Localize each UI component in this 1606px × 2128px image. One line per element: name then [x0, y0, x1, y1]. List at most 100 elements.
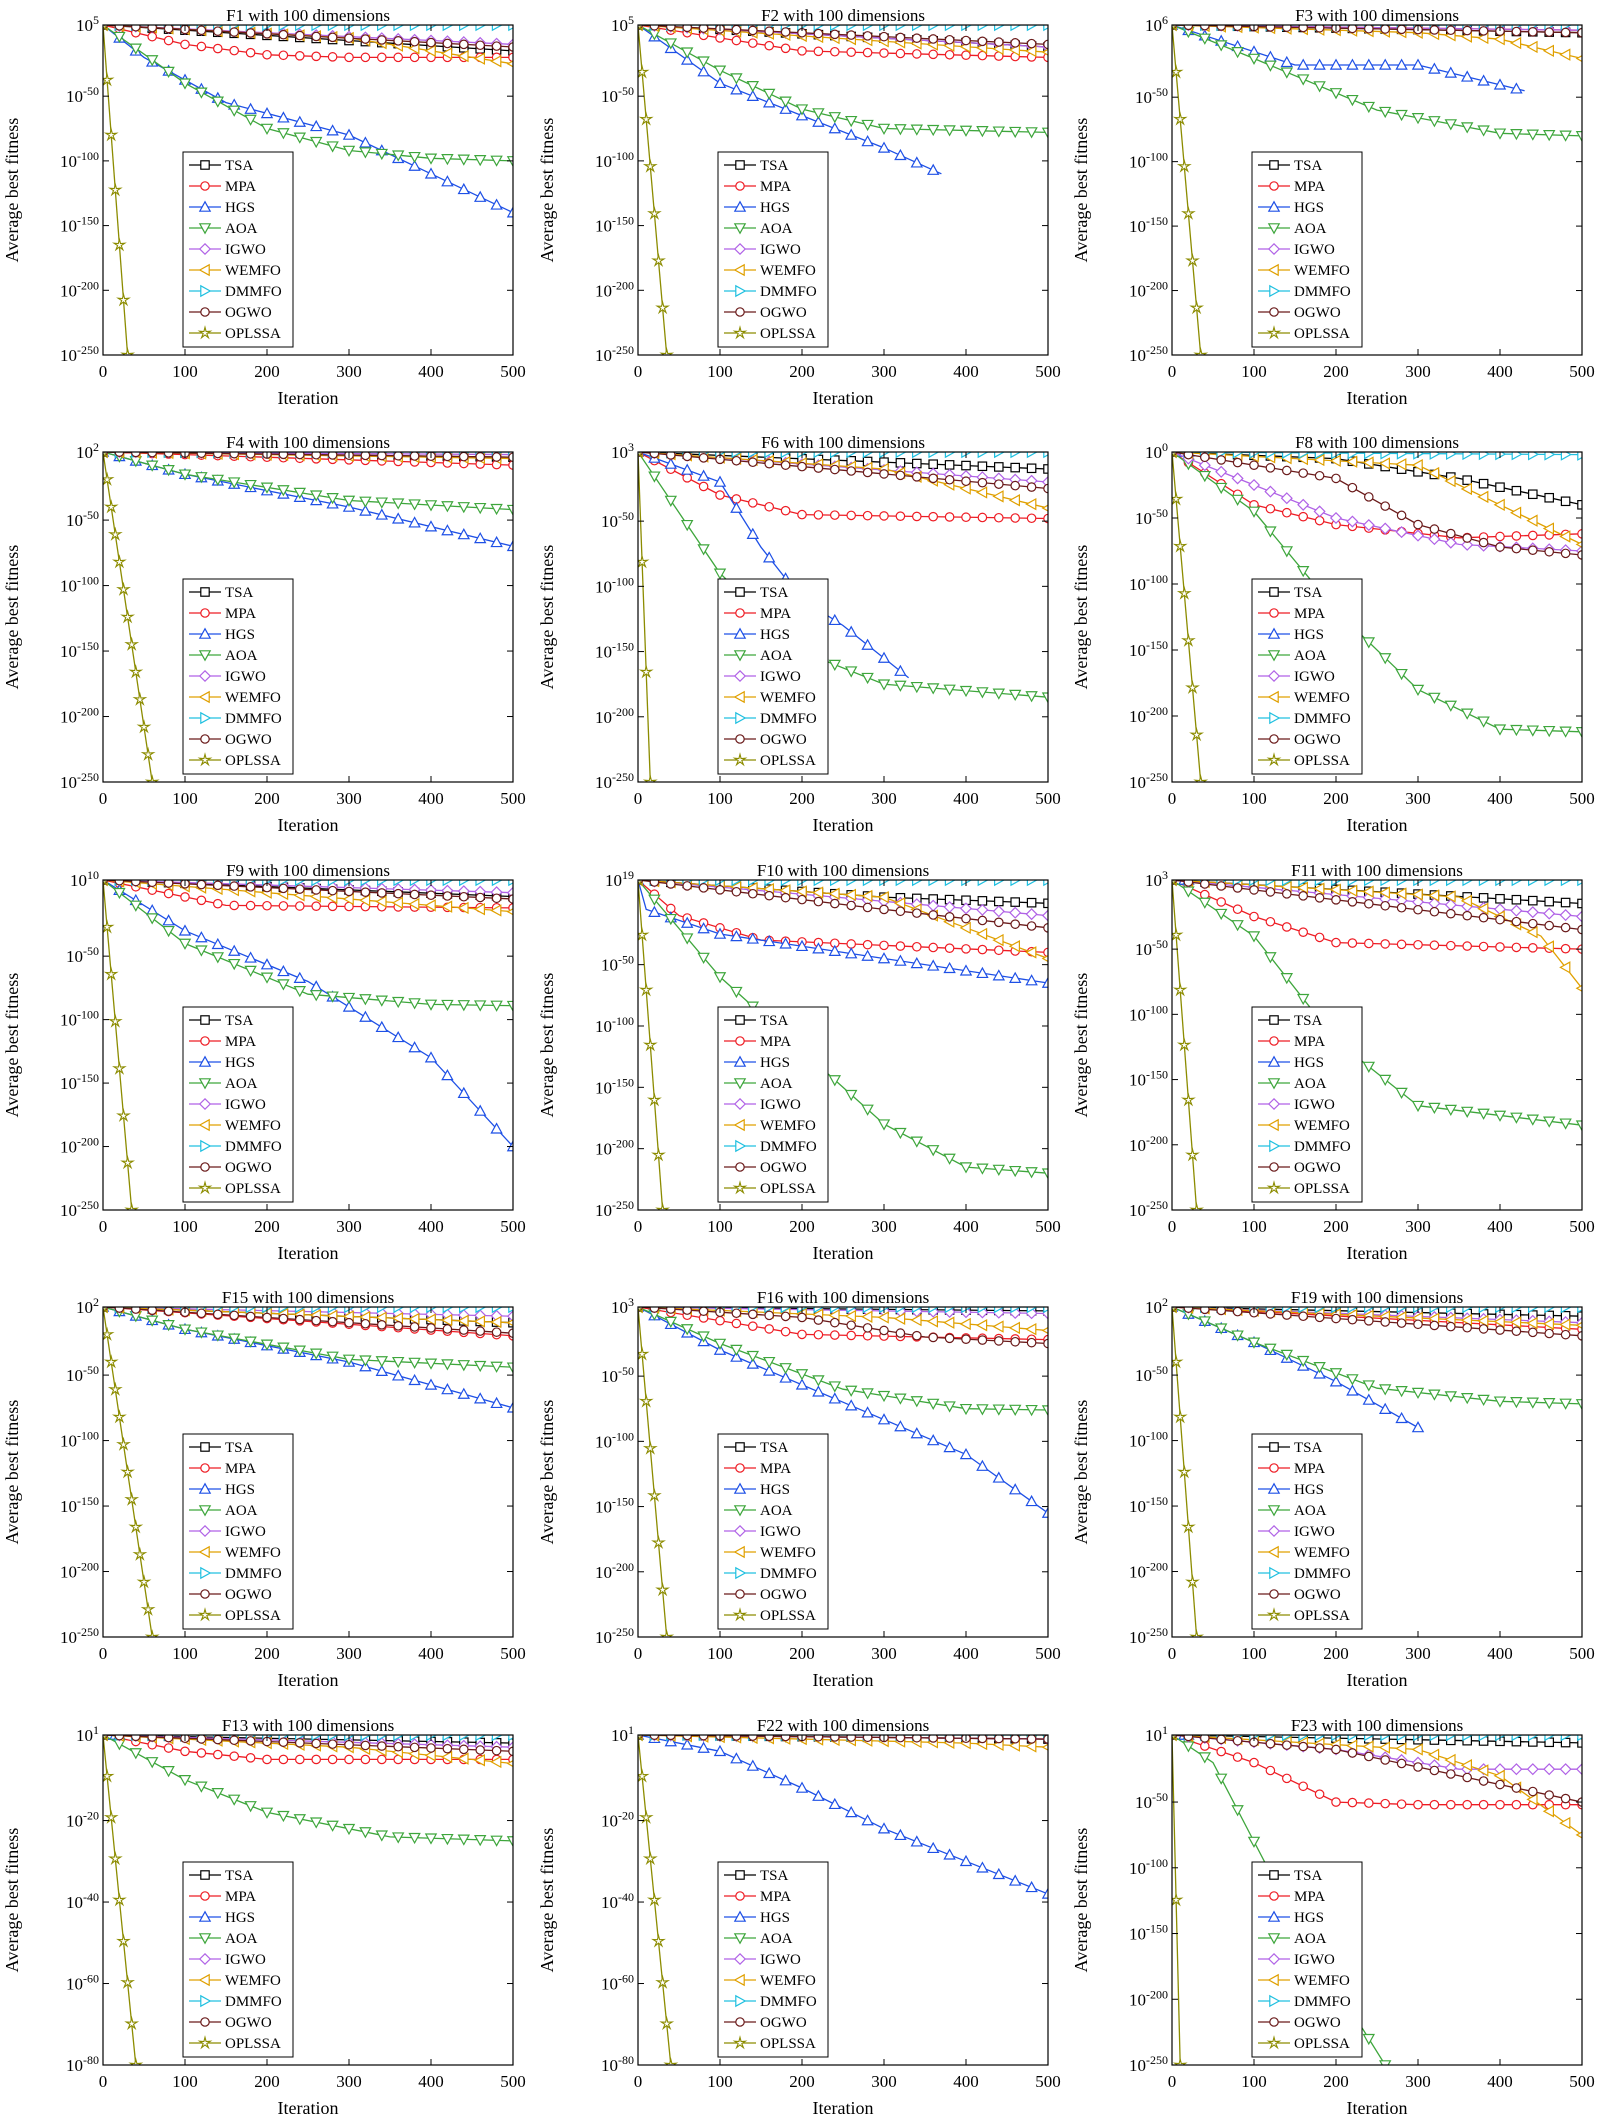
marker-aoa: [976, 126, 989, 138]
marker-aoa: [844, 115, 858, 128]
marker-aoa: [277, 1342, 290, 1354]
x-tick-label: 400: [1487, 362, 1513, 381]
marker-aoa: [1296, 565, 1310, 578]
marker-aoa: [227, 105, 241, 117]
marker-hgs: [260, 958, 274, 970]
marker-dmmfo: [944, 25, 957, 32]
marker-oplssa: [124, 1491, 140, 1506]
marker-ogwo: [666, 25, 676, 32]
marker-ogwo: [1429, 25, 1440, 35]
y-tick-label: 10-250: [60, 770, 99, 792]
legend-label-ogwo: OGWO: [1294, 1160, 1341, 1176]
marker-wemfo: [490, 1315, 502, 1329]
series-aoa-13: [103, 1735, 513, 1848]
marker-dmmfo: [393, 25, 405, 32]
legend-label-igwo: IGWO: [760, 669, 801, 685]
marker-mpa: [911, 941, 922, 952]
x-tick-label: 0: [634, 1217, 643, 1236]
marker-aoa: [976, 1404, 989, 1416]
marker-aoa: [1378, 2060, 1392, 2065]
marker-dmmfo: [1445, 1735, 1458, 1742]
series-line-hgs: [638, 1307, 1048, 1514]
marker-wemfo: [1542, 1317, 1555, 1331]
marker-dmmfo: [1560, 880, 1573, 887]
marker-ogwo: [698, 25, 709, 33]
marker-ogwo: [1544, 546, 1554, 557]
marker-dmmfo: [862, 1307, 875, 1314]
marker-hgs: [910, 1427, 924, 1439]
legend-marker-oplssa: [732, 1607, 748, 1622]
marker-aoa: [1182, 1741, 1195, 1753]
marker-dmmfo: [731, 452, 743, 459]
marker-dmmfo: [1577, 1307, 1582, 1314]
marker-mpa: [797, 509, 807, 520]
series-hgs-10: [103, 1307, 513, 1413]
marker-ogwo: [911, 33, 922, 43]
marker-ogwo: [1560, 1793, 1571, 1804]
marker-aoa: [441, 154, 454, 166]
marker-aoa: [424, 1358, 438, 1370]
axes-box-6: [1171, 451, 1583, 783]
marker-hgs: [391, 1369, 405, 1381]
marker-oplssa: [1189, 300, 1205, 315]
marker-aoa: [1378, 1074, 1392, 1087]
marker-aoa: [697, 952, 710, 964]
series-aoa-3: [1172, 25, 1582, 143]
marker-aoa: [943, 1153, 956, 1165]
marker-dmmfo: [1363, 880, 1376, 887]
marker-ogwo: [731, 1308, 742, 1319]
series-oplssa-12: [1172, 1307, 1205, 1637]
marker-mpa: [409, 52, 420, 63]
marker-tsa: [1577, 1311, 1582, 1321]
marker-ogwo: [196, 1735, 207, 1744]
y-tick-label: 10-200: [60, 705, 99, 727]
marker-aoa: [408, 499, 421, 511]
marker-dmmfo: [764, 452, 776, 459]
legend-marker-igwo: [733, 1097, 747, 1111]
legend-label-wemfo: WEMFO: [225, 1118, 281, 1134]
marker-oplssa: [638, 1393, 654, 1408]
series-aoa-12: [1172, 1307, 1582, 1411]
marker-oplssa: [120, 1464, 136, 1479]
marker-ogwo: [442, 891, 453, 901]
marker-ogwo: [1347, 1314, 1358, 1325]
marker-oplssa: [116, 1933, 131, 1948]
marker-mpa: [327, 52, 338, 62]
legend-marker-tsa: [1269, 160, 1279, 170]
series-aoa-10: [103, 1307, 513, 1374]
marker-ogwo: [747, 888, 758, 899]
marker-aoa: [959, 125, 973, 137]
marker-dmmfo: [459, 25, 471, 32]
y-tick-label: 10-100: [1129, 1002, 1168, 1024]
marker-aoa: [894, 680, 907, 692]
marker-dmmfo: [1396, 452, 1409, 460]
legend-marker-aoa: [1267, 1078, 1281, 1090]
marker-ogwo: [393, 452, 403, 461]
marker-oplssa: [646, 1892, 662, 1907]
marker-tsa: [1511, 894, 1522, 905]
marker-dmmfo: [295, 880, 307, 887]
marker-wemfo: [1296, 881, 1309, 894]
marker-wemfo: [1427, 1748, 1440, 1761]
marker-wemfo: [1025, 1740, 1037, 1753]
x-axis-label: Iteration: [278, 1243, 339, 1263]
marker-aoa: [260, 972, 274, 984]
marker-ogwo: [1331, 473, 1341, 484]
marker-aoa: [976, 1163, 989, 1175]
marker-mpa: [1364, 938, 1374, 949]
marker-igwo: [1395, 526, 1408, 539]
marker-ogwo: [278, 1737, 289, 1747]
marker-ogwo: [928, 34, 938, 44]
legend-label-hgs: HGS: [1294, 627, 1324, 643]
x-tick-label: 500: [1035, 1217, 1061, 1236]
marker-ogwo: [1544, 1790, 1554, 1800]
series-line-hgs: [103, 880, 513, 1147]
legend-marker-wemfo: [733, 263, 745, 277]
marker-oplssa: [638, 1809, 654, 1824]
marker-ogwo: [1216, 25, 1226, 31]
x-tick-label: 400: [953, 1217, 979, 1236]
series-line-oplssa: [638, 1307, 668, 1637]
marker-aoa: [926, 1398, 940, 1410]
marker-oplssa: [1176, 1464, 1192, 1479]
